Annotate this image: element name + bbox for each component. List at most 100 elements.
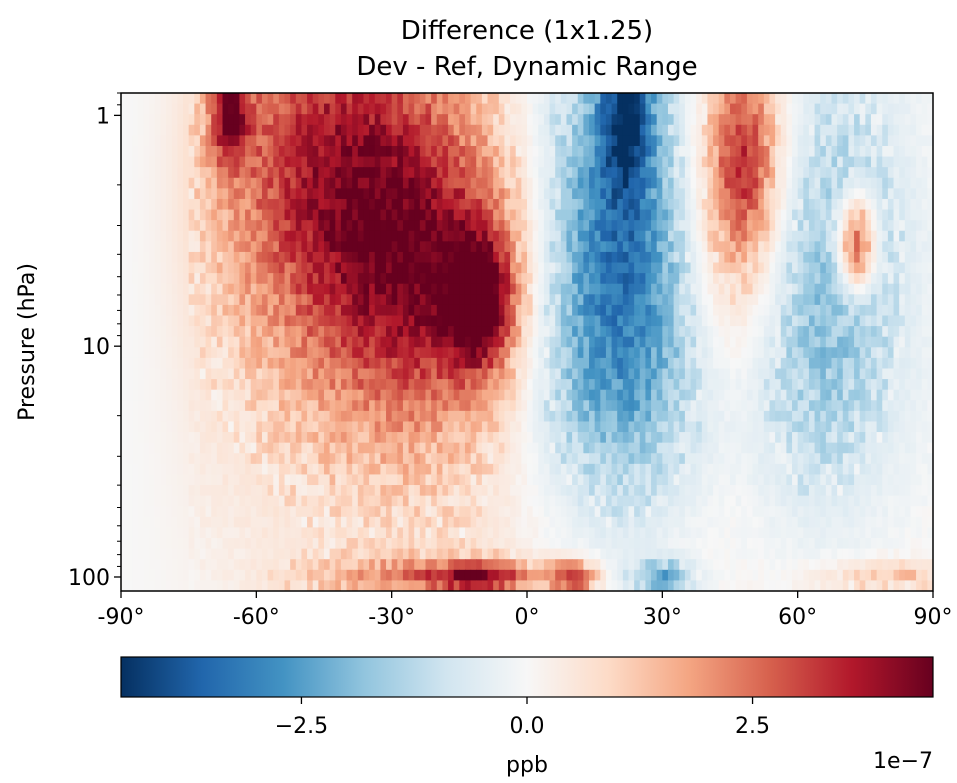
heatmap-cell [166,124,173,136]
heatmap-cell [132,262,139,274]
heatmap-cell [825,315,833,327]
heatmap-cell [803,379,810,391]
heatmap-cell [831,241,838,253]
heatmap-cell [374,442,381,454]
heatmap-cell [662,135,669,147]
heatmap-cell [617,230,624,242]
heatmap-cell [295,177,303,189]
heatmap-cell [459,379,466,391]
heatmap-cell [701,326,709,338]
heatmap-cell [848,379,855,391]
heatmap-cell [510,294,517,306]
heatmap-cell [634,379,641,391]
heatmap-cell [222,103,229,115]
heatmap-cell [865,326,872,338]
heatmap-cell [870,400,878,412]
heatmap-cell [476,294,483,306]
heatmap-cell [769,294,776,306]
heatmap-cell [481,442,489,454]
heatmap-cell [402,379,410,391]
heatmap-cell [803,410,810,423]
heatmap-cell [690,251,697,264]
heatmap-cell [718,135,725,147]
heatmap-cell [758,209,765,221]
heatmap-cell [825,368,833,380]
heatmap-cell [228,188,235,200]
heatmap-cell [645,145,652,158]
heatmap-cell [792,230,799,242]
heatmap-cell [515,304,522,317]
heatmap-cell [667,167,675,179]
heatmap-cell [284,357,291,370]
heatmap-cell [154,389,162,401]
heatmap-cell [216,145,224,158]
heatmap-cell [549,114,556,126]
heatmap-cell [369,209,376,221]
heatmap-cell [639,389,647,401]
heatmap-cell [194,368,201,380]
heatmap-cell [532,177,539,189]
heatmap-cell [487,198,494,211]
heatmap-cell [431,368,438,380]
heatmap-cell [825,336,833,348]
heatmap-cell [882,262,889,274]
heatmap-cell [758,410,765,423]
heatmap-cell [470,389,477,401]
heatmap-cell [408,230,415,242]
heatmap-cell [927,421,933,433]
heatmap-cell [701,336,709,348]
heatmap-cell [273,124,280,136]
heatmap-cell [848,145,855,158]
heatmap-cell [256,400,263,412]
heatmap-cell [532,453,539,465]
heatmap-cell [267,167,274,179]
heatmap-cell [831,389,838,401]
heatmap-cell [780,262,787,274]
heatmap-cell [628,156,635,168]
heatmap-cell [166,410,173,423]
heatmap-cell [245,336,252,348]
heatmap-cell [386,188,393,200]
heatmap-cell [188,273,195,285]
heatmap-cell [763,273,771,285]
heatmap-cell [295,262,303,274]
heatmap-cell [143,389,150,401]
heatmap-cell [645,241,652,253]
heatmap-cell [126,273,133,285]
heatmap-cell [865,135,872,147]
heatmap-cell [684,432,692,444]
heatmap-cell [746,410,754,423]
heatmap-cell [701,124,709,136]
heatmap-cell [357,262,365,274]
heatmap-cell [199,357,207,370]
heatmap-cell [837,421,844,433]
heatmap-cell [425,421,432,433]
heatmap-cell [634,209,641,221]
heatmap-cell [453,93,460,105]
heatmap-cell [188,368,195,380]
heatmap-cell [560,103,568,115]
heatmap-cell [887,379,895,391]
heatmap-cell [194,135,201,147]
heatmap-cell [222,251,229,264]
heatmap-cell [149,145,156,158]
heatmap-cell [589,283,596,295]
heatmap-cell [555,273,562,285]
heatmap-cell [645,389,652,401]
heatmap-cell [312,410,319,423]
heatmap-cell [916,326,923,338]
heatmap-cell [673,262,680,274]
heatmap-cell [177,230,184,242]
heatmap-cell [476,304,483,317]
heatmap-cell [318,220,325,232]
heatmap-cell [397,389,404,401]
heatmap-cell [250,410,257,423]
heatmap-cell [859,167,866,179]
heatmap-cell [859,188,866,200]
heatmap-cell [803,389,810,401]
heatmap-cell [854,93,861,105]
heatmap-cell [589,135,596,147]
heatmap-cell [543,304,551,317]
heatmap-cell [899,283,906,295]
heatmap-cell [211,315,218,327]
